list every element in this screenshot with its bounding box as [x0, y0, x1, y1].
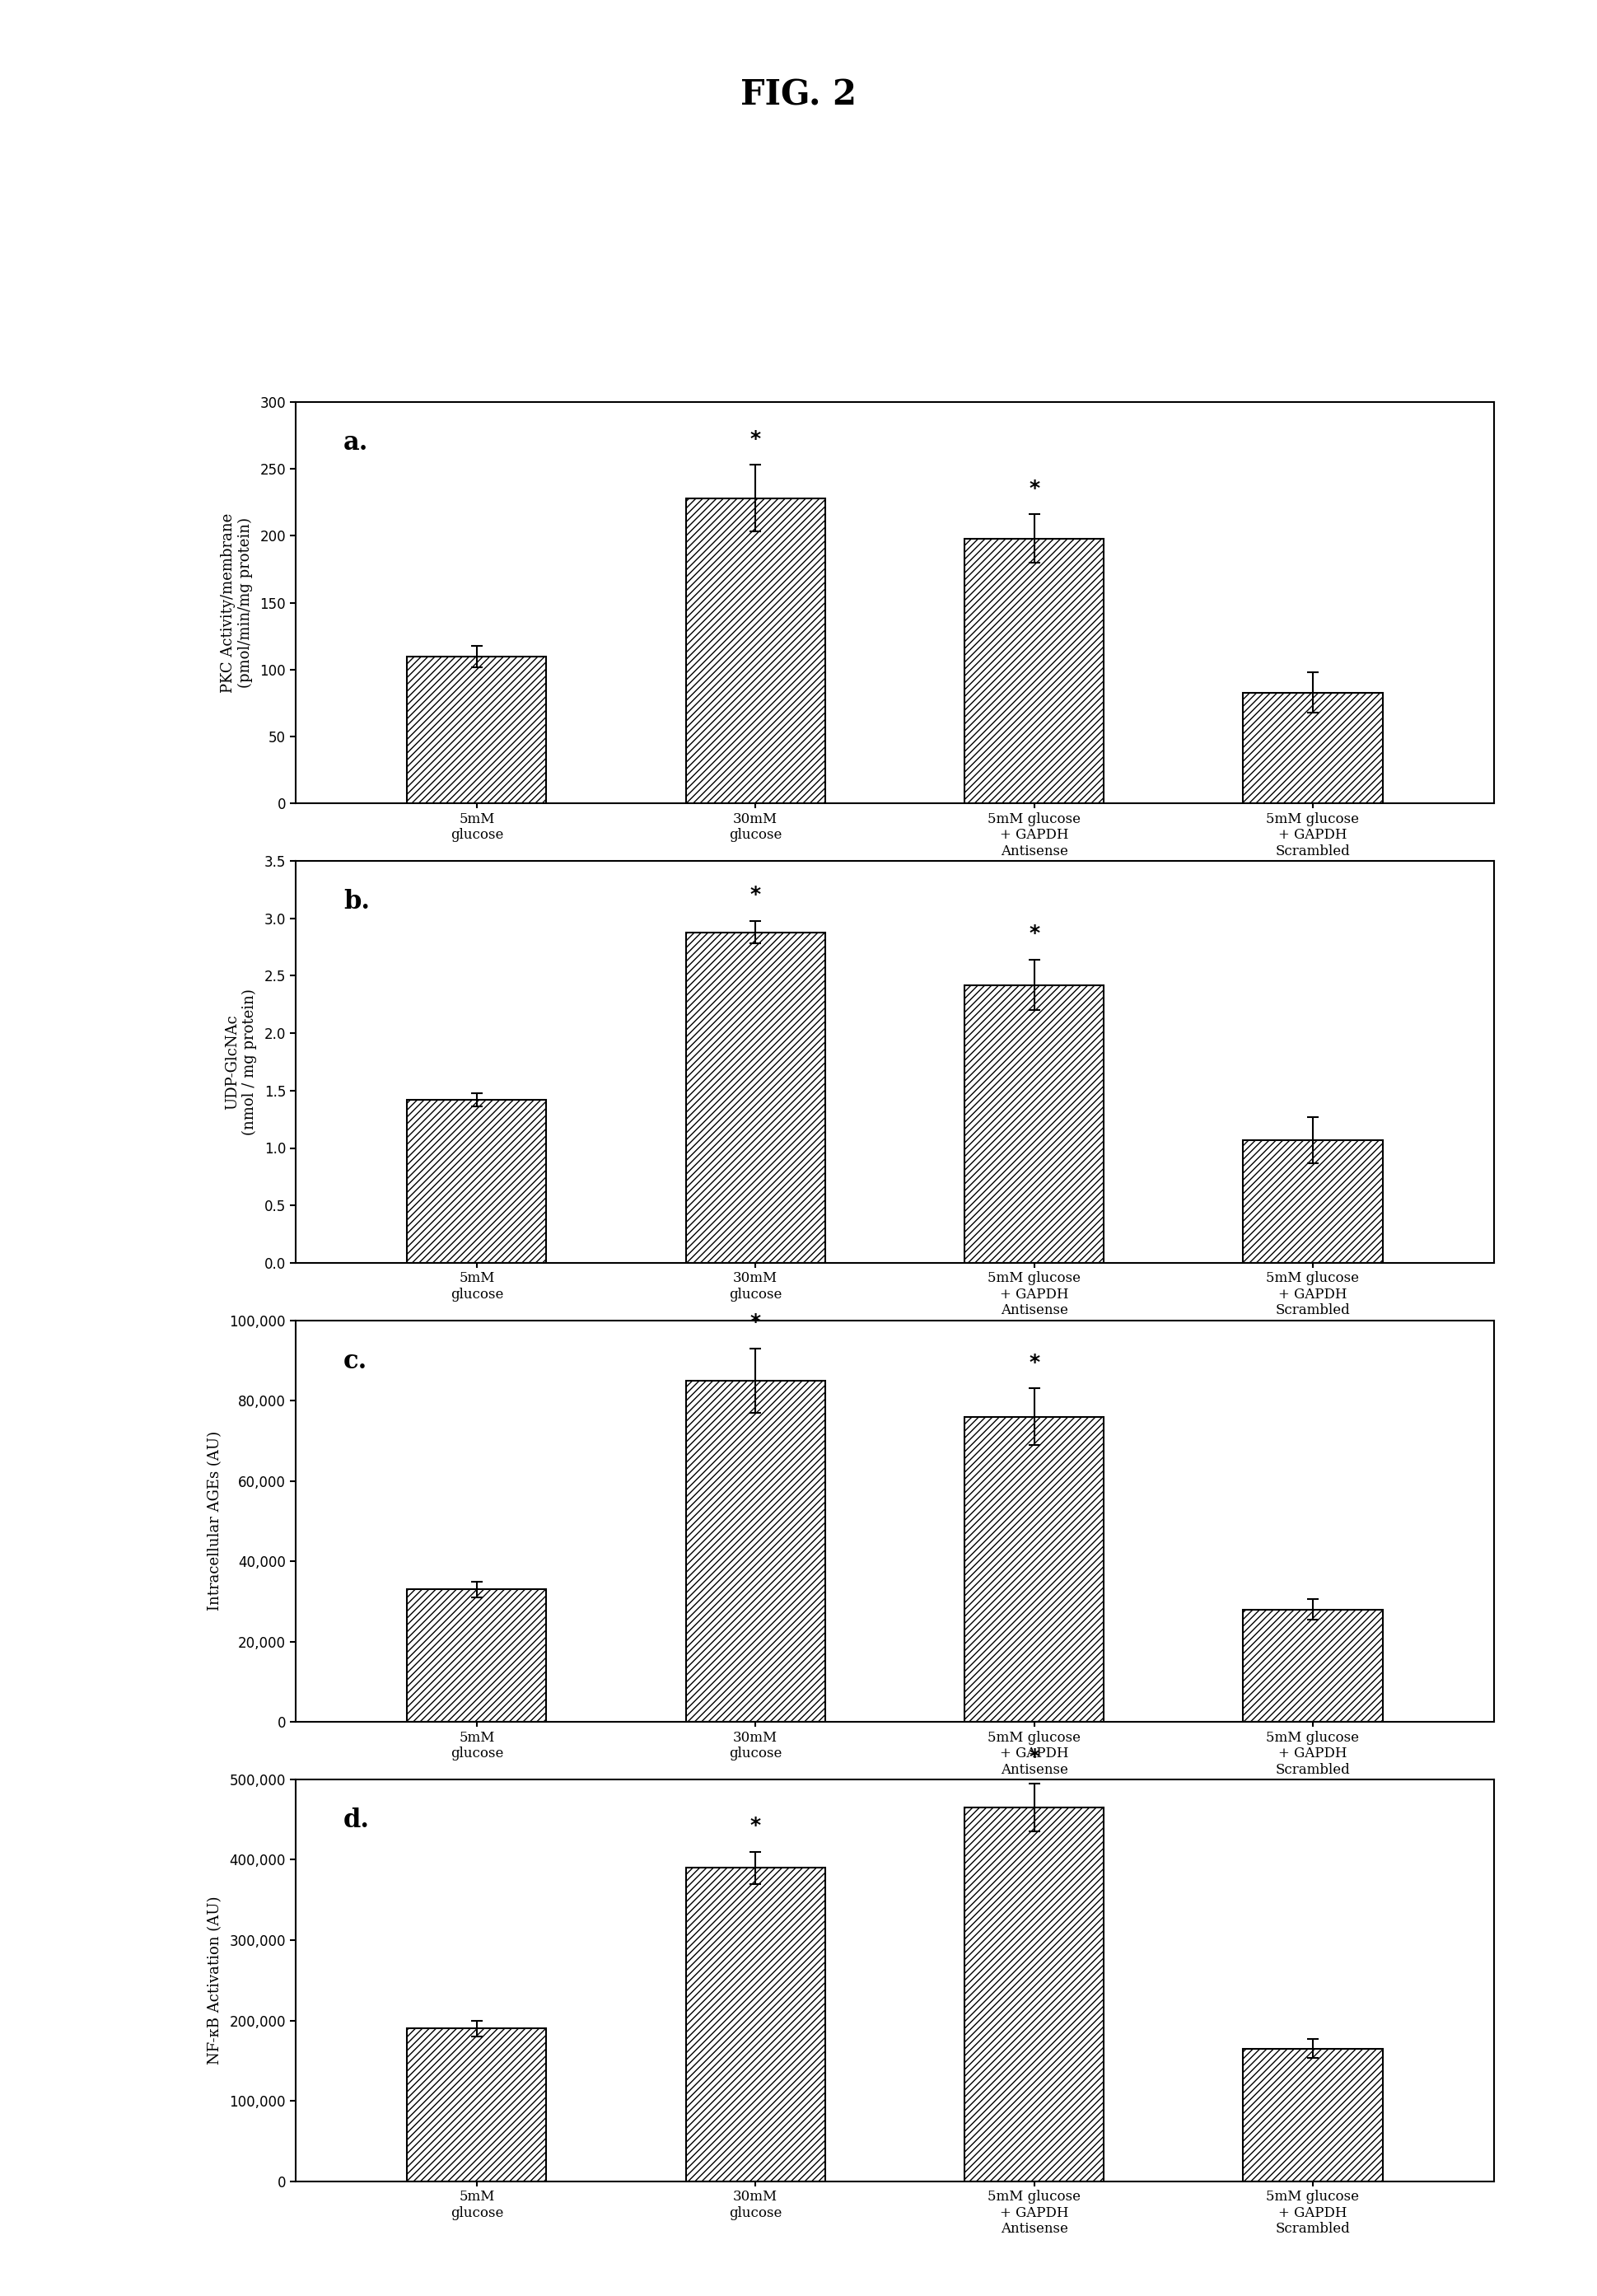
Text: c.: c.: [343, 1348, 367, 1373]
Bar: [407, 1100, 546, 1263]
Bar: [685, 932, 824, 1263]
Y-axis label: Intracellular AGEs (AU): Intracellular AGEs (AU): [208, 1430, 222, 1612]
Bar: [1242, 1139, 1381, 1263]
Bar: [965, 537, 1104, 804]
Text: *: *: [1028, 923, 1040, 944]
Text: FIG. 2: FIG. 2: [741, 78, 856, 113]
Text: b.: b.: [343, 889, 369, 914]
Text: *: *: [749, 1816, 760, 1837]
Text: *: *: [749, 884, 760, 905]
Bar: [965, 1807, 1104, 2181]
Text: d.: d.: [343, 1807, 369, 1832]
Y-axis label: UDP-GlcNAc
(nmol / mg protein): UDP-GlcNAc (nmol / mg protein): [225, 990, 257, 1134]
Y-axis label: NF-κB Activation (AU): NF-κB Activation (AU): [208, 1896, 222, 2064]
Bar: [1242, 2048, 1381, 2181]
Y-axis label: PKC Activity/membrane
(pmol/min/mg protein): PKC Activity/membrane (pmol/min/mg prote…: [220, 512, 252, 693]
Bar: [685, 498, 824, 804]
Bar: [407, 657, 546, 804]
Bar: [685, 1869, 824, 2181]
Text: a.: a.: [343, 429, 369, 455]
Bar: [407, 1589, 546, 1722]
Text: *: *: [1028, 1747, 1040, 1768]
Bar: [1242, 693, 1381, 804]
Text: *: *: [749, 1313, 760, 1332]
Bar: [965, 985, 1104, 1263]
Bar: [685, 1380, 824, 1722]
Text: *: *: [749, 429, 760, 448]
Text: *: *: [1028, 1352, 1040, 1373]
Text: *: *: [1028, 478, 1040, 498]
Bar: [407, 2030, 546, 2181]
Bar: [1242, 1609, 1381, 1722]
Bar: [965, 1417, 1104, 1722]
